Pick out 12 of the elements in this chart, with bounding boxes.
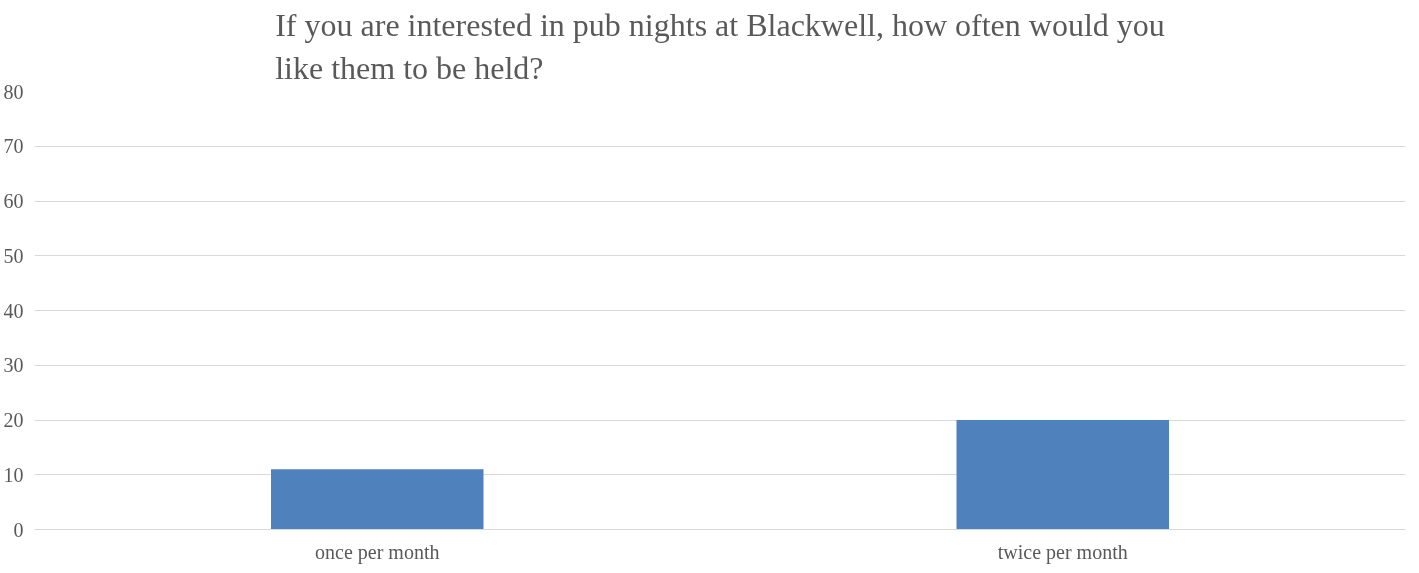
x-tick-label: twice per month — [997, 540, 1128, 564]
y-tick-label: 70 — [3, 135, 24, 158]
y-tick-label: 0 — [13, 518, 24, 541]
x-tick-label: once per month — [315, 540, 440, 564]
y-tick-label: 10 — [3, 463, 24, 486]
y-tick-label: 80 — [3, 80, 24, 103]
y-tick-label: 20 — [3, 409, 24, 431]
y-tick-label: 40 — [3, 299, 24, 322]
chart-title: If you are interested in pub nights at Blackwell, how often would you like them to be held? — [275, 7, 1165, 87]
y-tick-label: 60 — [3, 190, 24, 212]
y-tick-label: 50 — [3, 244, 24, 267]
y-tick-label: 30 — [3, 354, 24, 377]
